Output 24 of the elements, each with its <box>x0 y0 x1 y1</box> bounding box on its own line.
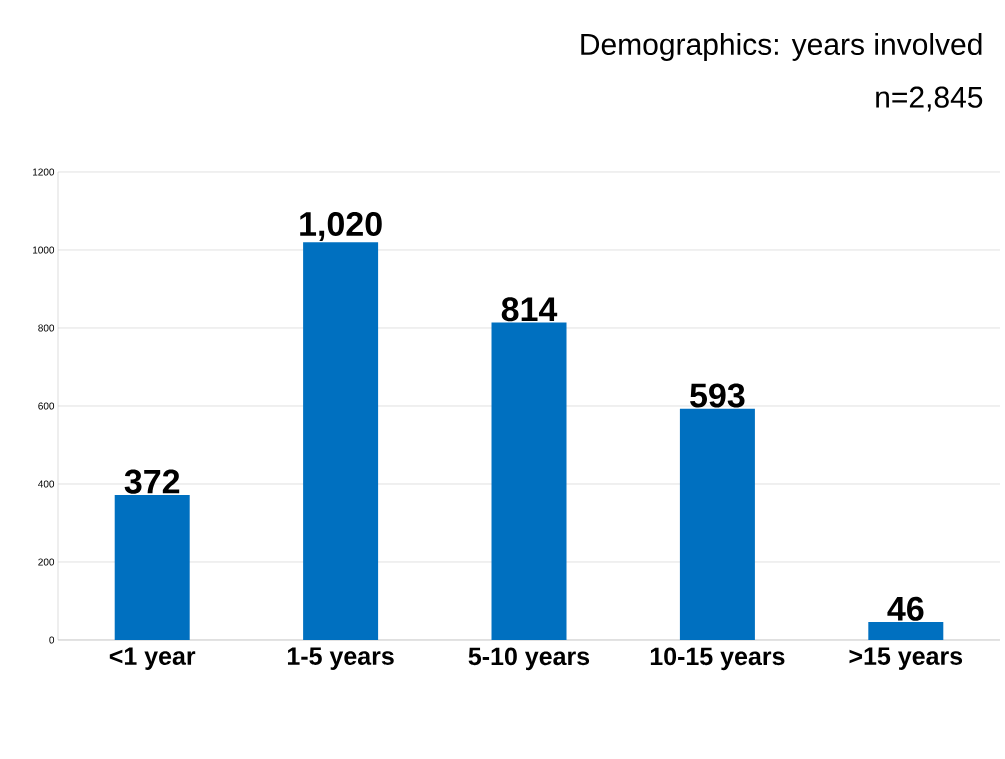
y-tick-label: 200 <box>38 558 55 566</box>
data-label: 1,020 <box>300 211 382 241</box>
y-tick-label: 600 <box>38 402 55 410</box>
data-label: 593 <box>690 383 745 408</box>
y-tick-label: 1200 <box>33 168 55 176</box>
y-tick-label: 0 <box>49 636 55 644</box>
y-tick-label: 1000 <box>33 246 55 254</box>
y-tick-label: 400 <box>38 480 55 488</box>
x-tick-label: <1 year <box>109 647 196 670</box>
bar <box>491 322 567 640</box>
y-tick-label: 800 <box>38 324 55 332</box>
x-tick-label: 10-15 years <box>650 647 785 671</box>
chart-title: Demographics: years involved <box>581 33 982 61</box>
x-tick-label: >15 years <box>849 647 963 670</box>
bar <box>679 408 755 640</box>
chart-subtitle: n=2,845 <box>876 86 983 112</box>
data-label: 46 <box>887 596 924 621</box>
x-tick-label: 5-10 years <box>468 647 590 671</box>
data-label: 814 <box>501 297 558 322</box>
bar <box>868 622 944 640</box>
data-label: 372 <box>124 469 180 494</box>
bar <box>114 494 190 640</box>
x-tick-label: 1-5 years <box>287 647 394 670</box>
bar <box>303 242 379 640</box>
